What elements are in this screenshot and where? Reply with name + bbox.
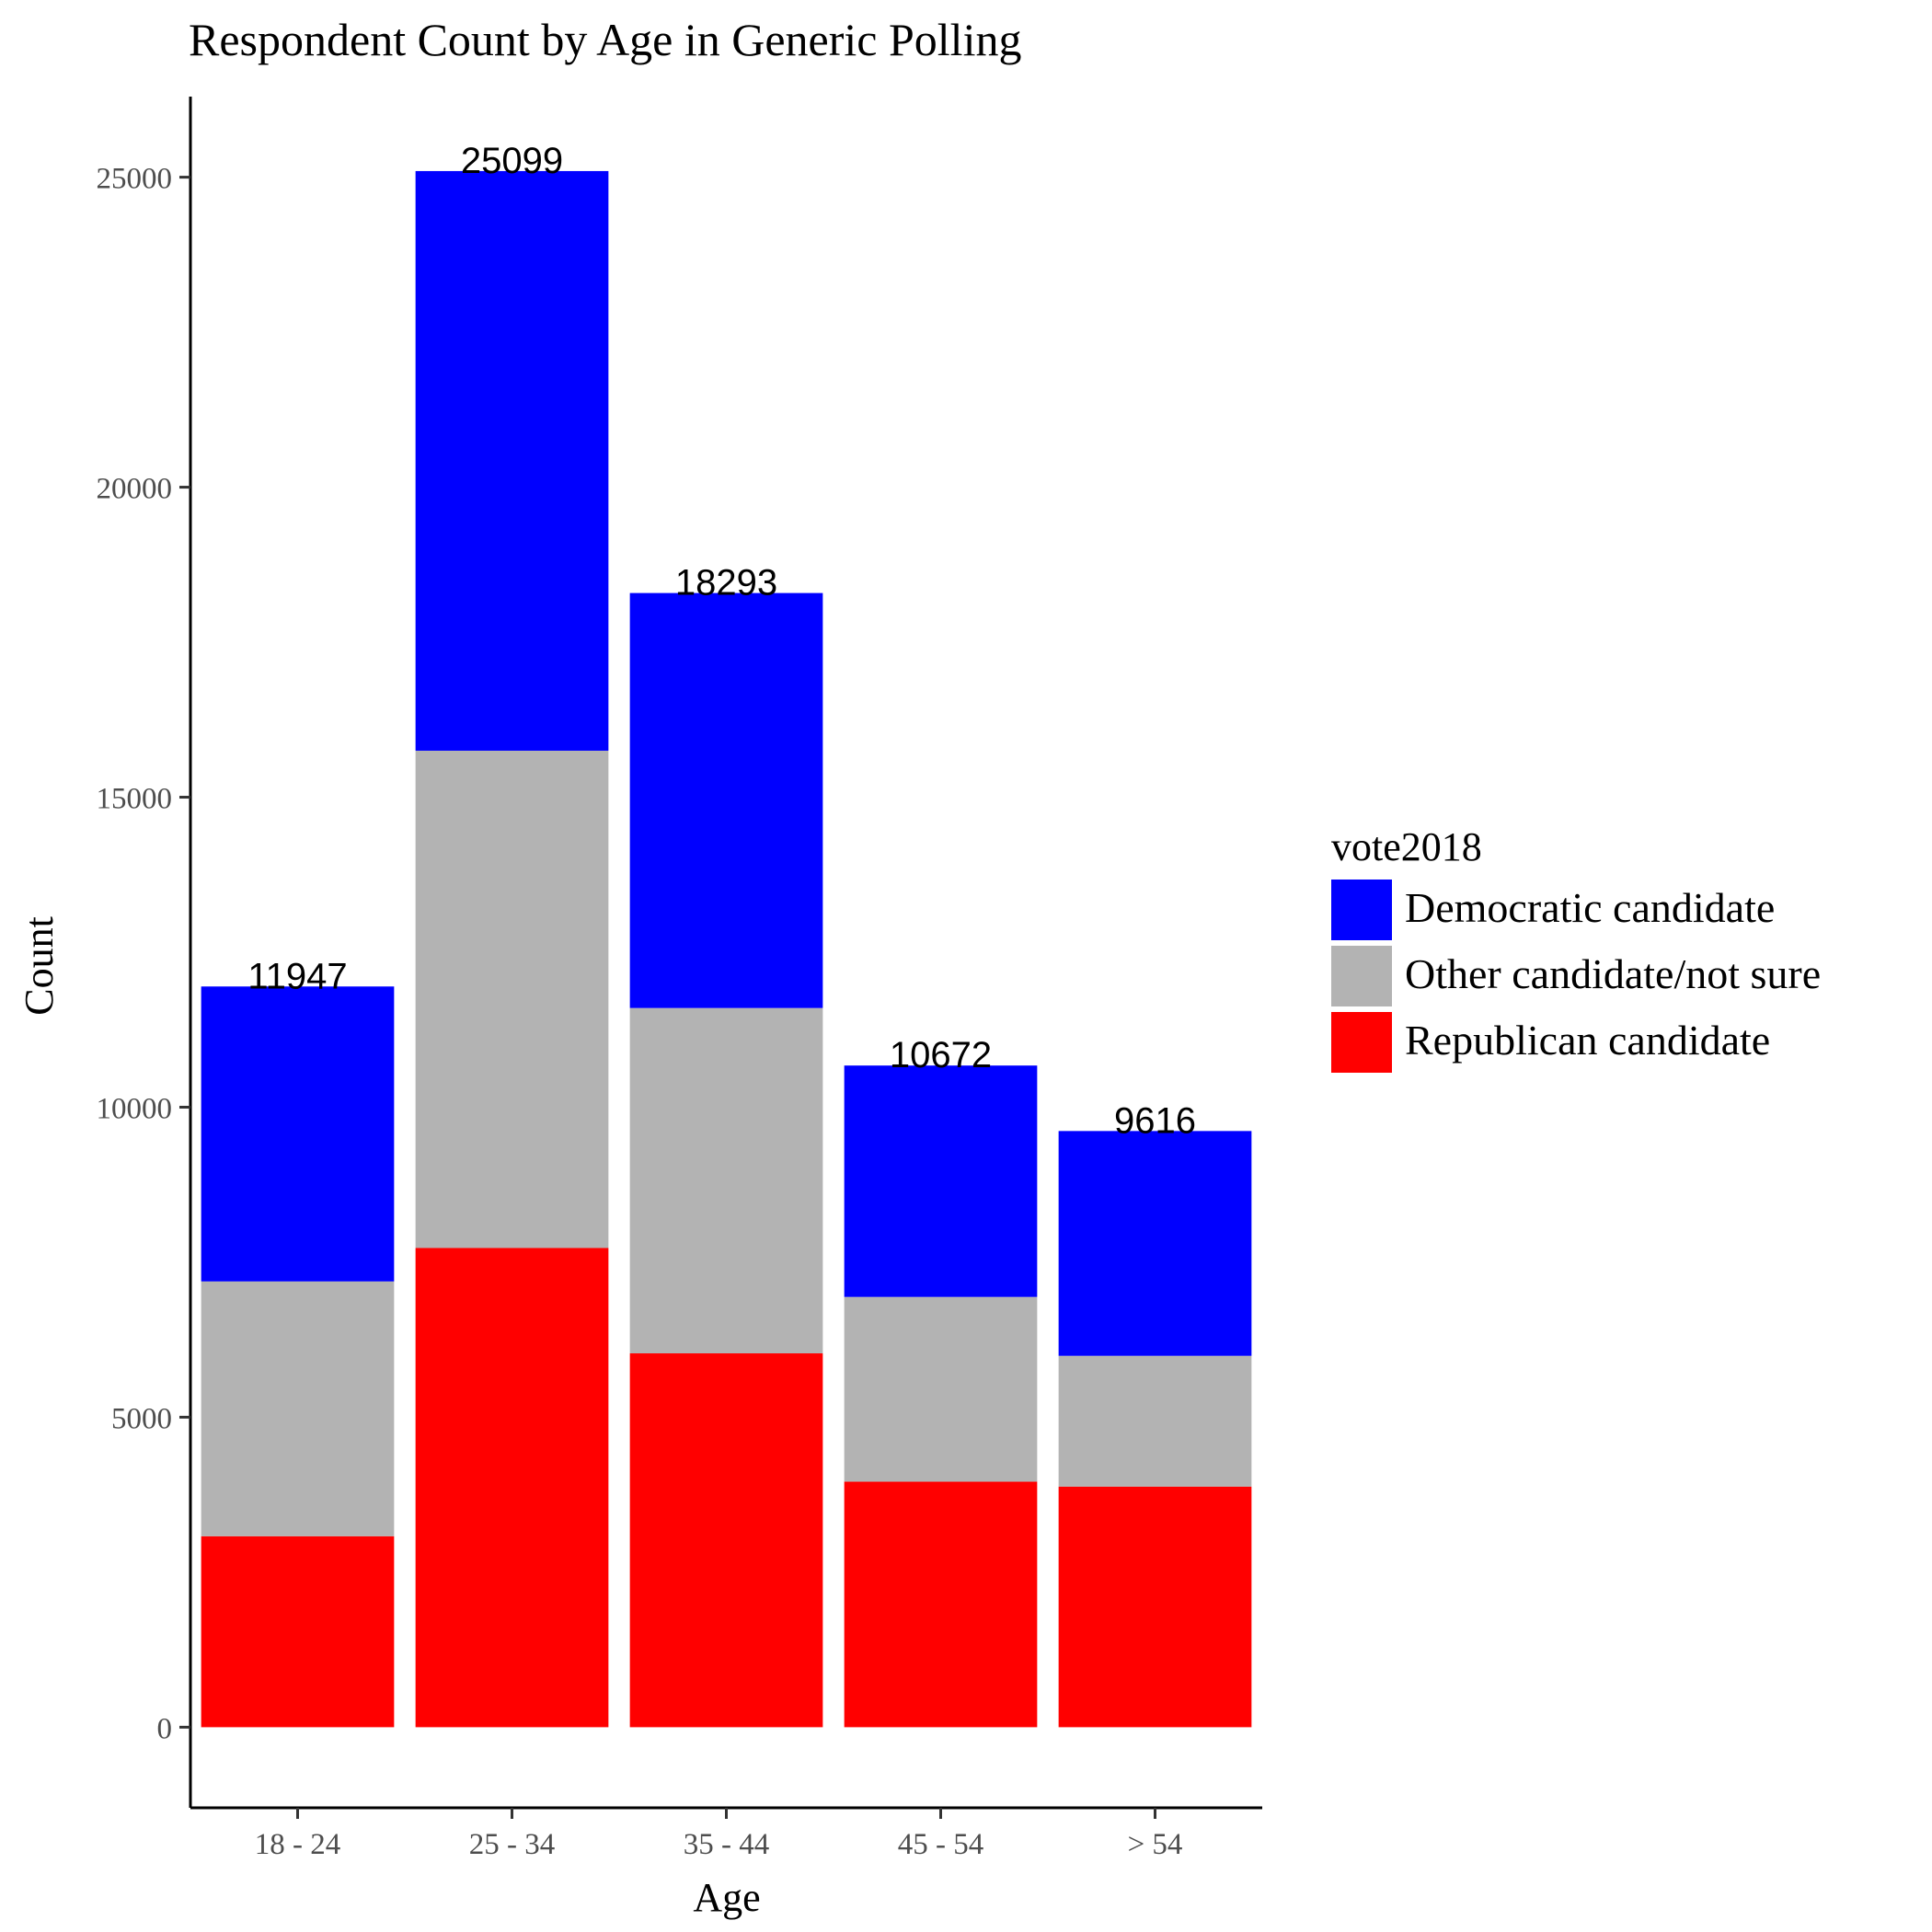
y-tick-label: 25000 xyxy=(97,163,173,196)
legend-swatch xyxy=(1331,1012,1392,1073)
y-tick-label: 20000 xyxy=(97,473,173,506)
y-axis-title: Count xyxy=(17,916,62,1016)
bar-segment xyxy=(844,1065,1038,1297)
legend-swatch xyxy=(1331,880,1392,940)
total-labels: 11947 25099 18293 10672 9616 xyxy=(247,141,1196,1141)
bar-segment xyxy=(415,170,609,751)
chart-title: Respondent Count by Age in Generic Polli… xyxy=(189,14,1021,65)
x-axis: 18 - 24 25 - 34 35 - 44 45 - 54 > 54 xyxy=(190,1806,1262,1861)
x-tick-label: 18 - 24 xyxy=(255,1828,341,1861)
total-label: 11947 xyxy=(247,956,347,996)
y-tick-label: 5000 xyxy=(111,1402,172,1435)
bar-segment xyxy=(629,592,823,1008)
total-label: 10672 xyxy=(890,1035,992,1075)
y-tick-label: 10000 xyxy=(97,1092,173,1125)
bar-segment xyxy=(415,1248,609,1728)
total-label: 25099 xyxy=(461,141,563,181)
bar-segment xyxy=(629,1353,823,1728)
legend-label: Republican candidate xyxy=(1405,1017,1770,1064)
total-label: 9616 xyxy=(1114,1100,1196,1141)
bar-segment xyxy=(201,1281,395,1536)
bar-segment xyxy=(1058,1486,1252,1728)
y-tick-label: 15000 xyxy=(97,783,173,816)
legend-swatch xyxy=(1331,946,1392,1006)
x-axis-title: Age xyxy=(693,1875,760,1920)
bar-segment xyxy=(415,750,609,1248)
bar-segment xyxy=(844,1481,1038,1728)
x-tick-label: 25 - 34 xyxy=(469,1828,556,1861)
legend-label: Other candidate/not sure xyxy=(1405,950,1821,997)
bar-segment xyxy=(629,1007,823,1354)
x-tick-label: 35 - 44 xyxy=(684,1828,770,1861)
bar-segment xyxy=(201,986,395,1282)
total-label: 18293 xyxy=(675,563,777,604)
bar-segment xyxy=(1058,1355,1252,1487)
y-tick-label: 0 xyxy=(157,1712,173,1745)
legend-label: Democratic candidate xyxy=(1405,884,1775,931)
x-tick-label: 45 - 54 xyxy=(898,1828,984,1861)
x-tick-label: > 54 xyxy=(1128,1828,1183,1861)
bars xyxy=(201,170,1252,1728)
bar-segment xyxy=(844,1296,1038,1482)
bar-segment xyxy=(201,1535,395,1728)
legend-title: vote2018 xyxy=(1331,824,1482,869)
legend: vote2018 Democratic candidate Other candi… xyxy=(1331,824,1821,1073)
y-axis: 0 5000 10000 15000 20000 25000 xyxy=(97,97,192,1808)
bar-segment xyxy=(1058,1131,1252,1356)
